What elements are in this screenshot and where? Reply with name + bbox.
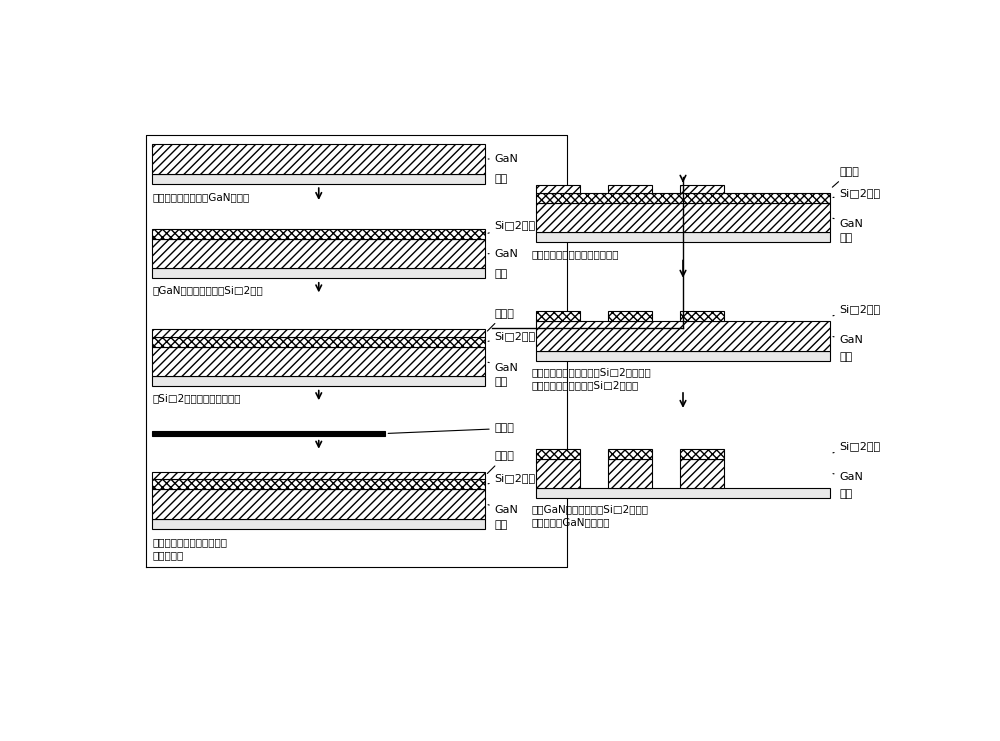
Text: 胶进行曝光: 胶进行曝光	[152, 551, 183, 560]
Bar	[608, 448, 652, 459]
Bar	[608, 185, 652, 193]
Text: Si□2掩膜: Si□2掩膜	[833, 188, 881, 199]
Bar	[536, 203, 830, 232]
Bar	[152, 173, 485, 184]
Text: GaN: GaN	[488, 505, 519, 515]
Bar	[152, 376, 485, 386]
Bar	[536, 232, 830, 242]
Text: 对光刻胶进行显影，以形成图形: 对光刻胶进行显影，以形成图形	[532, 249, 619, 259]
Text: 在衆底表面外延生长GaN外延层: 在衆底表面外延生长GaN外延层	[152, 193, 249, 202]
Bar	[536, 322, 830, 350]
Bar	[536, 459, 580, 488]
Text: GaN: GaN	[833, 219, 863, 229]
Bar	[536, 350, 830, 361]
Text: GaN: GaN	[833, 335, 863, 345]
Bar	[680, 185, 724, 193]
Text: Si□2掩膜: Si□2掩膜	[488, 220, 536, 233]
Bar	[152, 471, 485, 479]
Text: 衆底: 衆底	[495, 377, 508, 387]
Bar	[152, 431, 385, 436]
Text: Si□2掩膜: Si□2掩膜	[833, 304, 881, 316]
Text: 光刻胶: 光刻胶	[487, 309, 515, 331]
Text: 以光刻胶作为掩膜版刻蚀Si□2掩膜，以: 以光刻胶作为掩膜版刻蚀Si□2掩膜，以	[532, 368, 652, 377]
Text: 衆底: 衆底	[495, 173, 508, 184]
Bar	[608, 459, 652, 488]
Text: GaN: GaN	[488, 154, 519, 164]
Text: 借助光刻机和掩膜版对光刻: 借助光刻机和掩膜版对光刻	[152, 537, 227, 548]
Bar	[608, 311, 652, 322]
Bar	[680, 459, 724, 488]
Text: 在Si□2掩膜表面沉积光刻胶: 在Si□2掩膜表面沉积光刻胶	[152, 393, 241, 402]
Text: 在GaN外延层表面沉积Si□2掩膜: 在GaN外延层表面沉积Si□2掩膜	[152, 285, 263, 295]
Bar	[152, 229, 485, 239]
Bar	[680, 448, 724, 459]
Bar	[536, 311, 580, 322]
Bar	[152, 519, 485, 528]
Bar	[152, 489, 485, 519]
Bar	[536, 185, 580, 193]
Bar	[152, 144, 485, 173]
Bar	[152, 337, 485, 347]
Text: Si□2掩膜: Si□2掩膜	[488, 330, 536, 342]
Text: 将光刻胶的图形复制到Si□2掩膜上: 将光刻胶的图形复制到Si□2掩膜上	[532, 380, 639, 391]
Text: 掩膜版: 掩膜版	[388, 424, 515, 433]
Text: Si□2掩膜: Si□2掩膜	[488, 473, 536, 484]
Text: 衆底: 衆底	[840, 352, 853, 362]
Bar	[536, 488, 830, 498]
Bar	[152, 268, 485, 279]
Bar	[152, 329, 485, 337]
Bar	[152, 347, 485, 376]
Bar	[536, 193, 830, 203]
Text: GaN: GaN	[488, 362, 519, 373]
Bar	[536, 448, 580, 459]
Text: 衆底: 衆底	[840, 233, 853, 243]
Text: Si□2掩膜: Si□2掩膜	[833, 441, 881, 453]
Text: GaN: GaN	[488, 249, 519, 259]
Text: 光刻胶: 光刻胶	[832, 167, 859, 187]
Bar	[680, 311, 724, 322]
Bar	[152, 239, 485, 268]
Text: 衆底: 衆底	[840, 489, 853, 499]
Text: 刻蚀GaN外延层，以将Si□2掩膜的: 刻蚀GaN外延层，以将Si□2掩膜的	[532, 505, 649, 514]
Text: 图形复制到GaN外延层上: 图形复制到GaN外延层上	[532, 517, 610, 528]
Text: 衆底: 衆底	[495, 269, 508, 279]
Text: GaN: GaN	[833, 472, 863, 482]
Bar	[152, 479, 485, 489]
Text: 衆底: 衆底	[495, 519, 508, 530]
Text: 光刻胶: 光刻胶	[487, 451, 515, 473]
